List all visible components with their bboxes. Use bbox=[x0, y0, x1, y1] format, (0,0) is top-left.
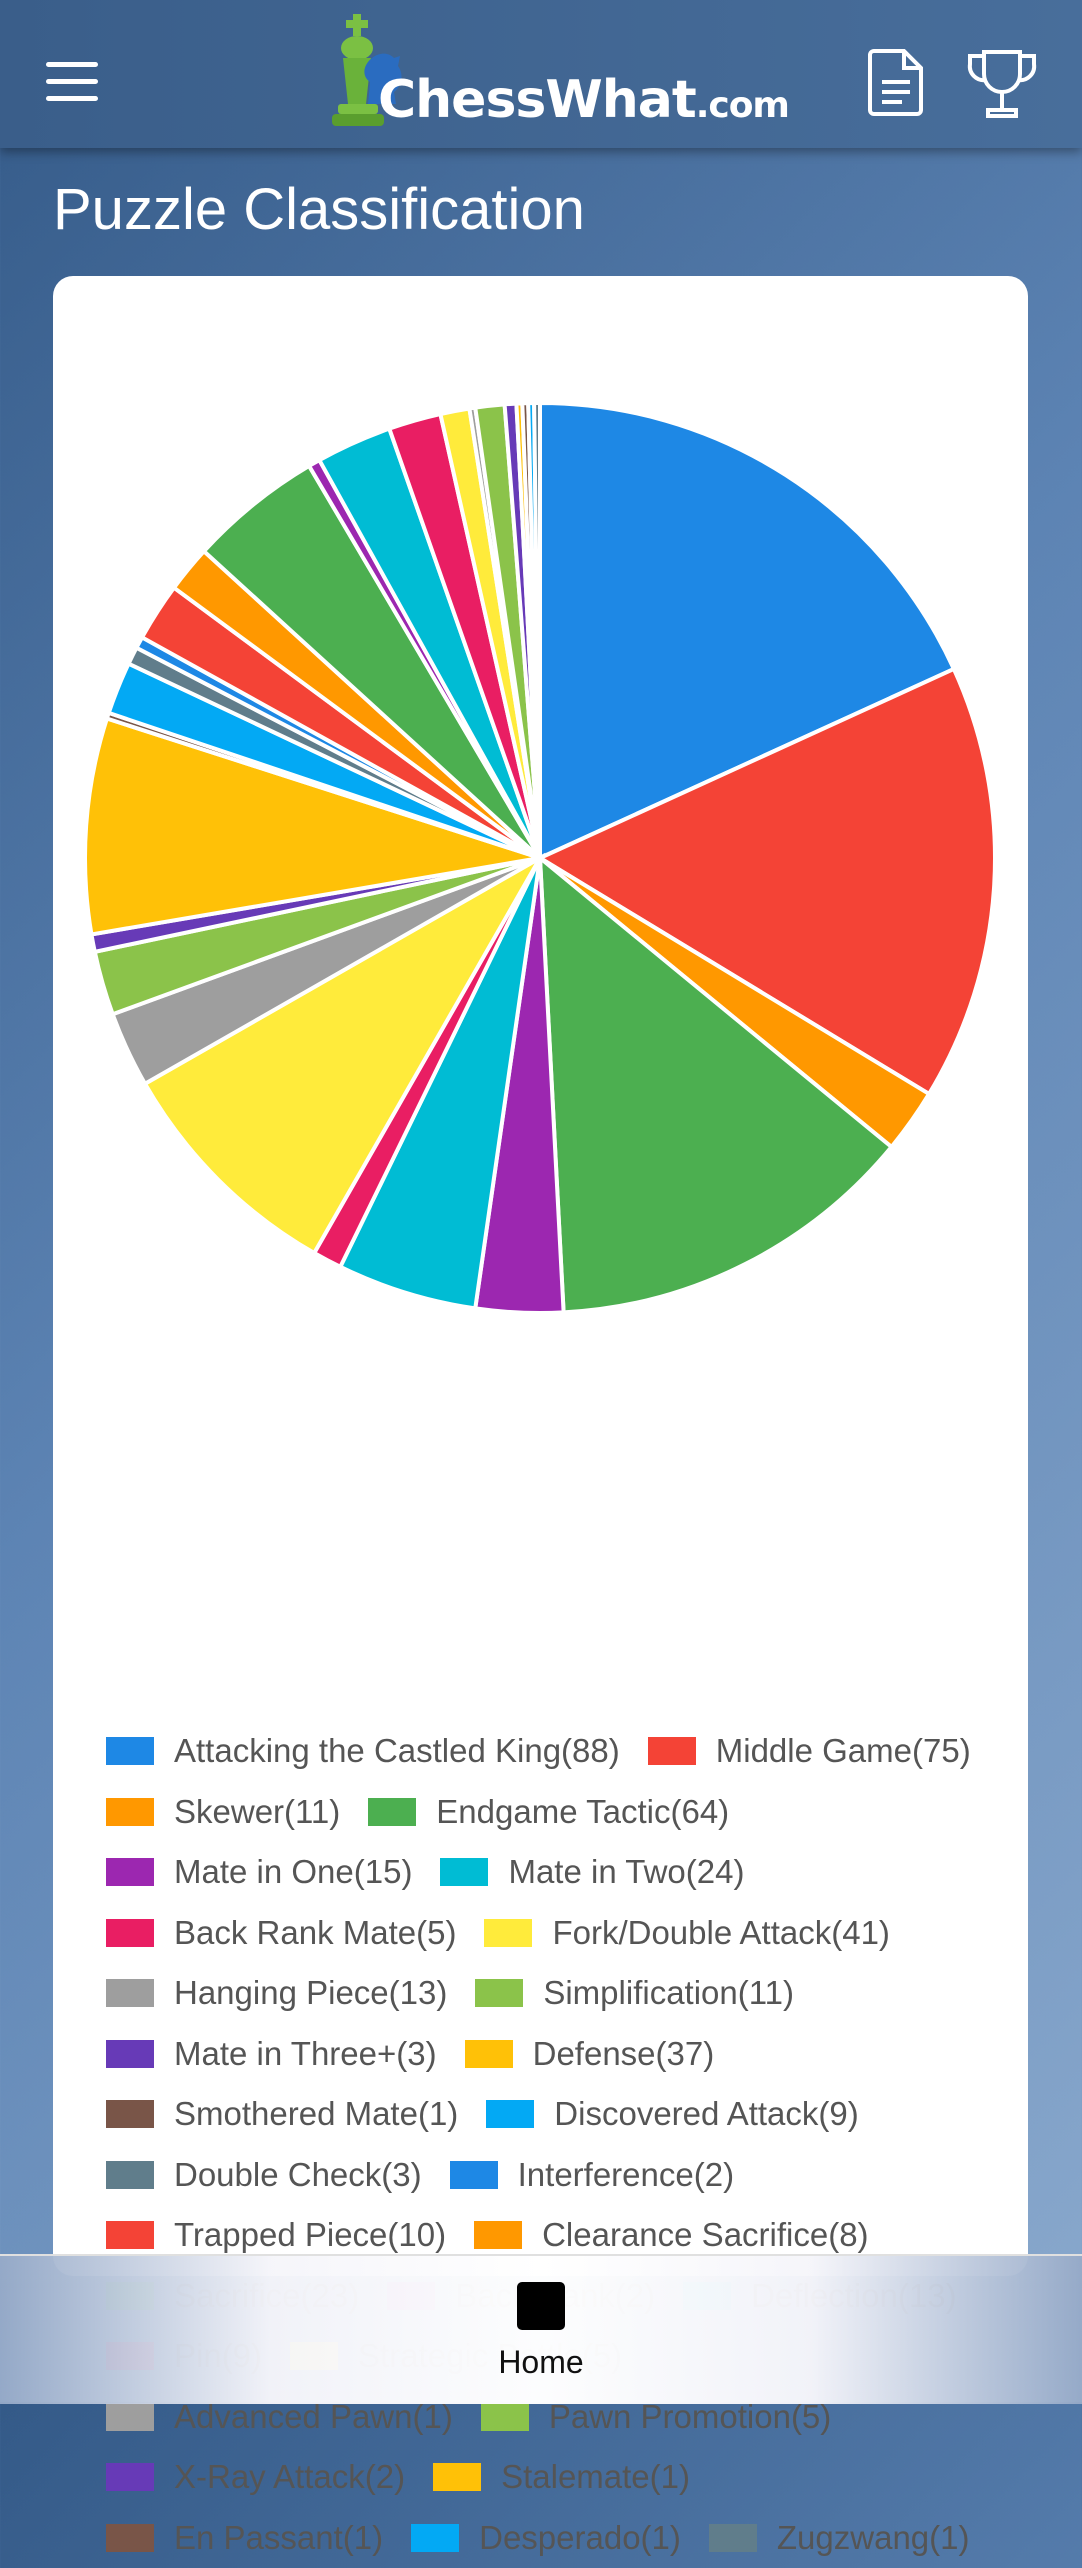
legend-swatch bbox=[106, 1919, 154, 1947]
legend-swatch bbox=[440, 1858, 488, 1886]
legend-swatch bbox=[106, 2100, 154, 2128]
legend-label: Interference(2) bbox=[518, 2156, 734, 2194]
legend-label: Clearance Sacrifice(8) bbox=[542, 2216, 868, 2254]
legend-label: Endgame Tactic(64) bbox=[436, 1793, 729, 1831]
legend-label: Hanging Piece(13) bbox=[174, 1974, 447, 2012]
bottom-navigation: Home bbox=[0, 2254, 1082, 2404]
legend-item[interactable]: Attacking the Castled King(88) bbox=[106, 1721, 620, 1782]
page-title: Puzzle Classification bbox=[53, 176, 585, 243]
legend-item[interactable]: Endgame Tactic(64) bbox=[368, 1782, 729, 1843]
legend-item[interactable]: Desperado(1) bbox=[411, 2508, 681, 2568]
legend-item[interactable]: Skewer(11) bbox=[106, 1782, 340, 1843]
legend-swatch bbox=[484, 1919, 532, 1947]
legend-item[interactable]: Interference(2) bbox=[450, 2145, 734, 2206]
legend-label: Back Rank Mate(5) bbox=[174, 1914, 456, 1952]
legend-swatch bbox=[106, 2463, 154, 2491]
top-app-bar: ChessWhat.com bbox=[0, 0, 1082, 148]
legend-label: Desperado(1) bbox=[479, 2519, 681, 2557]
legend-label: Smothered Mate(1) bbox=[174, 2095, 458, 2133]
legend-label: Discovered Attack(9) bbox=[554, 2095, 858, 2133]
chart-legend: Attacking the Castled King(88) Middle Gam… bbox=[106, 1721, 986, 2568]
legend-item[interactable]: Zugzwang(1) bbox=[709, 2508, 970, 2568]
trophy-icon[interactable] bbox=[966, 48, 1038, 120]
legend-item[interactable]: Mate in Two(24) bbox=[440, 1842, 744, 1903]
document-icon[interactable] bbox=[868, 48, 924, 116]
legend-swatch bbox=[709, 2524, 757, 2552]
legend-item[interactable]: Simplification(11) bbox=[475, 1963, 794, 2024]
legend-label: Mate in Two(24) bbox=[508, 1853, 744, 1891]
legend-swatch bbox=[106, 2403, 154, 2431]
legend-item[interactable]: X-Ray Attack(2) bbox=[106, 2447, 405, 2508]
legend-label: Attacking the Castled King(88) bbox=[174, 1732, 620, 1770]
legend-label: Defense(37) bbox=[533, 2035, 715, 2073]
legend-swatch bbox=[474, 2221, 522, 2249]
legend-label: En Passant(1) bbox=[174, 2519, 383, 2557]
legend-label: Middle Game(75) bbox=[716, 1732, 971, 1770]
legend-swatch bbox=[106, 2161, 154, 2189]
legend-item[interactable]: Back Rank Mate(5) bbox=[106, 1903, 456, 1964]
legend-item[interactable]: Hanging Piece(13) bbox=[106, 1963, 447, 2024]
legend-label: Simplification(11) bbox=[543, 1974, 794, 2012]
legend-item[interactable]: Stalemate(1) bbox=[433, 2447, 690, 2508]
legend-swatch bbox=[465, 2040, 513, 2068]
legend-label: Mate in Three+(3) bbox=[174, 2035, 437, 2073]
legend-swatch bbox=[475, 1979, 523, 2007]
legend-swatch bbox=[433, 2463, 481, 2491]
legend-label: Zugzwang(1) bbox=[777, 2519, 970, 2557]
legend-swatch bbox=[450, 2161, 498, 2189]
legend-label: Trapped Piece(10) bbox=[174, 2216, 446, 2254]
legend-item[interactable]: En Passant(1) bbox=[106, 2508, 383, 2568]
legend-swatch bbox=[106, 2221, 154, 2249]
chart-card: Attacking the Castled King(88) Middle Gam… bbox=[53, 276, 1028, 2276]
home-label: Home bbox=[480, 2344, 602, 2381]
legend-item[interactable]: Discovered Attack(9) bbox=[486, 2084, 858, 2145]
hamburger-menu-icon[interactable] bbox=[46, 62, 98, 102]
legend-label: X-Ray Attack(2) bbox=[174, 2458, 405, 2496]
legend-swatch bbox=[106, 2040, 154, 2068]
legend-swatch bbox=[106, 2524, 154, 2552]
legend-swatch bbox=[106, 1858, 154, 1886]
legend-label: Skewer(11) bbox=[174, 1793, 340, 1831]
legend-swatch bbox=[486, 2100, 534, 2128]
legend-swatch bbox=[106, 1798, 154, 1826]
logo-wordmark: ChessWhat.com bbox=[378, 70, 789, 130]
home-icon bbox=[517, 2282, 565, 2330]
legend-item[interactable]: Fork/Double Attack(41) bbox=[484, 1903, 889, 1964]
legend-label: Double Check(3) bbox=[174, 2156, 422, 2194]
legend-label: Fork/Double Attack(41) bbox=[552, 1914, 889, 1952]
legend-label: Mate in One(15) bbox=[174, 1853, 412, 1891]
legend-item[interactable]: Defense(37) bbox=[465, 2024, 715, 2085]
legend-item[interactable]: Mate in One(15) bbox=[106, 1842, 412, 1903]
legend-swatch bbox=[368, 1798, 416, 1826]
legend-label: Stalemate(1) bbox=[501, 2458, 690, 2496]
legend-swatch bbox=[106, 1737, 154, 1765]
legend-item[interactable]: Smothered Mate(1) bbox=[106, 2084, 458, 2145]
chesswhat-logo[interactable]: ChessWhat.com bbox=[326, 12, 766, 136]
tab-home[interactable]: Home bbox=[480, 2276, 602, 2386]
legend-swatch bbox=[411, 2524, 459, 2552]
legend-item[interactable]: Double Check(3) bbox=[106, 2145, 422, 2206]
legend-item[interactable]: Middle Game(75) bbox=[648, 1721, 971, 1782]
legend-item[interactable]: Mate in Three+(3) bbox=[106, 2024, 437, 2085]
legend-swatch bbox=[648, 1737, 696, 1765]
legend-swatch bbox=[481, 2403, 529, 2431]
legend-swatch bbox=[106, 1979, 154, 2007]
pie-chart bbox=[53, 276, 1028, 1696]
